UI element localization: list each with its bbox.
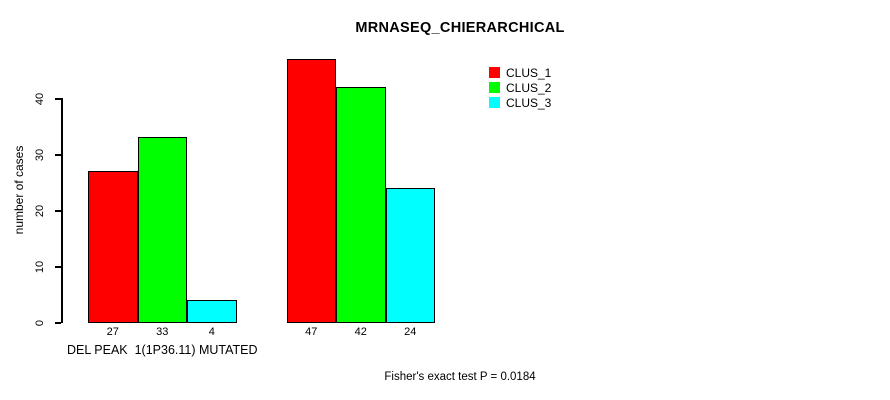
y-axis-line bbox=[61, 98, 63, 323]
bar-value-label: 47 bbox=[305, 326, 318, 338]
bar-clus_1-group2 bbox=[286, 58, 336, 323]
bar-clus_2-group2 bbox=[336, 86, 386, 323]
y-tick-label: 20 bbox=[34, 204, 46, 217]
legend-item-clus_1: CLUS_1 bbox=[489, 65, 551, 80]
y-tick-label: 30 bbox=[34, 148, 46, 161]
y-tick bbox=[55, 98, 61, 100]
legend-label: CLUS_2 bbox=[506, 80, 552, 95]
y-axis-label: number of cases bbox=[12, 145, 26, 235]
y-tick-label: 40 bbox=[34, 92, 46, 105]
statistical-test-annotation: Fisher's exact test P = 0.0184 bbox=[384, 371, 536, 383]
y-tick bbox=[55, 322, 61, 324]
y-tick-label: 10 bbox=[34, 260, 46, 273]
chart-title: MRNASEQ_CHIERARCHICAL bbox=[355, 20, 565, 36]
legend: CLUS_1 CLUS_2 CLUS_3 bbox=[489, 65, 551, 110]
legend-swatch-icon bbox=[489, 97, 500, 108]
legend-item-clus_3: CLUS_3 bbox=[489, 95, 551, 110]
bar-value-label: 4 bbox=[208, 326, 215, 338]
y-tick-label: 0 bbox=[34, 319, 46, 326]
bar-clus_3-group1 bbox=[187, 299, 237, 323]
y-tick bbox=[55, 266, 61, 268]
y-tick bbox=[55, 210, 61, 212]
legend-swatch-icon bbox=[489, 82, 500, 93]
y-tick bbox=[55, 154, 61, 156]
bar-value-label: 24 bbox=[404, 326, 417, 338]
bar-clus_2-group1 bbox=[137, 137, 187, 323]
bar-clus_3-group2 bbox=[385, 187, 435, 323]
legend-label: CLUS_3 bbox=[506, 95, 552, 110]
bar-value-label: 42 bbox=[354, 326, 367, 338]
bar-clus_1-group1 bbox=[88, 170, 138, 323]
bar-value-label: 33 bbox=[156, 326, 169, 338]
x-category-label: DEL PEAK 1(1P36.11) MUTATED bbox=[66, 343, 258, 357]
legend-item-clus_2: CLUS_2 bbox=[489, 80, 551, 95]
legend-swatch-icon bbox=[489, 67, 500, 78]
bar-value-label: 27 bbox=[106, 326, 119, 338]
legend-label: CLUS_1 bbox=[506, 65, 552, 80]
